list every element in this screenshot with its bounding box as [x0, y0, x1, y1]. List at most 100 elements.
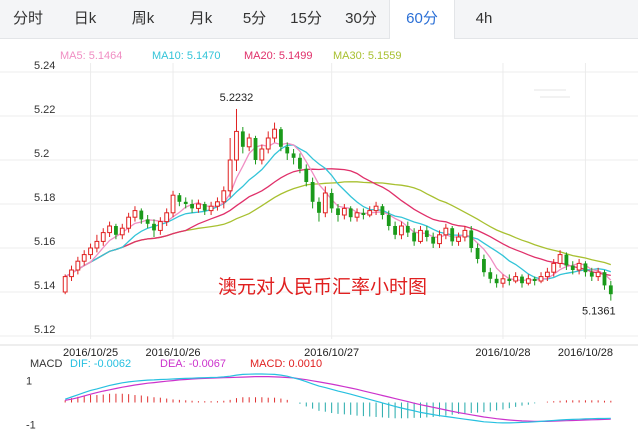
grid: [0, 63, 638, 339]
dea-line: [65, 376, 611, 422]
candle-body: [532, 278, 537, 281]
candle-body: [132, 210, 138, 218]
candle-body: [152, 223, 156, 231]
candle-body: [589, 272, 594, 277]
chart-overlay-title: 澳元对人民币汇率小时图: [218, 276, 427, 298]
candlesticks: [62, 108, 613, 301]
candle-body: [557, 254, 563, 264]
candle-body: [298, 157, 302, 169]
candle-body: [443, 227, 449, 236]
candle-body: [145, 219, 150, 224]
candle-body: [494, 278, 499, 284]
tab-3[interactable]: 月k: [189, 10, 213, 27]
candle-body: [412, 232, 417, 242]
candle-body: [196, 203, 201, 209]
candle-body: [317, 201, 321, 213]
tab-1[interactable]: 日k: [73, 10, 97, 27]
x-tick-label: 2016/10/25: [63, 347, 118, 359]
candle-body: [69, 269, 74, 278]
candle-body: [253, 138, 258, 160]
candle-body: [595, 271, 601, 278]
candle-body: [291, 153, 296, 158]
candle-body: [202, 204, 207, 211]
candle-body: [564, 254, 569, 266]
candle-body: [336, 208, 340, 215]
candle-body: [183, 201, 188, 204]
candle-body: [576, 262, 582, 271]
candle-body: [482, 259, 486, 273]
candle-body: [208, 205, 214, 212]
candle-body: [81, 254, 87, 262]
candle-body: [507, 278, 512, 281]
candle-body: [583, 263, 588, 273]
candle-body: [354, 212, 360, 218]
candle-body: [525, 278, 531, 284]
candle-body: [265, 137, 271, 150]
candle-body: [367, 210, 373, 216]
axes: 5.24 5.22 5.2 5.18 5.16 5.14 5.12 2016/10/25 201…: [0, 60, 638, 359]
y-tick-label: 5.24: [34, 60, 55, 72]
candle-body: [520, 276, 524, 284]
tab-5[interactable]: 15分: [290, 10, 322, 27]
tab-0[interactable]: 分时: [12, 10, 43, 27]
candle-body: [164, 212, 170, 223]
candle-body: [373, 205, 379, 212]
legend-ma30: MA30: 5.1559: [333, 50, 402, 62]
tab-2[interactable]: 周k: [131, 10, 155, 27]
y-tick-label: 5.12: [34, 324, 55, 336]
candle-body: [322, 192, 328, 214]
watermark-lines: [534, 89, 570, 98]
candle-body: [157, 221, 163, 231]
candle-body: [119, 227, 125, 236]
period-tab-bar: 分时 日k 周k 月k 5分 15分 30分 60分 4h: [0, 0, 638, 39]
candle-body: [475, 248, 480, 259]
y-tick-label: 5.16: [34, 236, 55, 248]
candle-body: [304, 168, 309, 182]
candle-body: [285, 146, 290, 154]
candle-body: [469, 230, 474, 248]
legend-ma20: MA20: 5.1499: [244, 50, 313, 62]
candle-body: [488, 272, 493, 279]
candle-body: [380, 206, 385, 215]
candle-body: [246, 137, 252, 148]
candle-body: [94, 240, 100, 249]
tab-7[interactable]: 60分: [389, 0, 455, 39]
low-price-label: 5.1361: [582, 306, 616, 318]
candle-body: [221, 190, 227, 203]
y-tick-label: 5.22: [34, 104, 55, 116]
candle-body: [551, 262, 557, 273]
candle-body: [100, 232, 106, 242]
candle-body: [62, 276, 68, 293]
macd-tick-label: 1: [26, 376, 32, 388]
candle-body: [538, 276, 544, 282]
candle-body: [329, 193, 334, 209]
dif-line: [65, 373, 611, 424]
candle-body: [75, 260, 81, 271]
candle-body: [278, 129, 283, 147]
candle-body: [386, 215, 391, 226]
candle-body: [348, 208, 353, 218]
candle-body: [177, 195, 182, 202]
x-tick-label: 2016/10/27: [304, 347, 359, 359]
tab-6[interactable]: 30分: [345, 10, 377, 27]
candle-body: [341, 207, 347, 216]
macd-label: MACD: [30, 358, 62, 370]
candle-body: [114, 226, 118, 235]
candle-body: [126, 216, 132, 229]
candle-body: [513, 276, 519, 282]
candle-body: [602, 272, 607, 286]
high-price-label: 5.2232: [220, 92, 254, 104]
candle-body: [462, 229, 468, 238]
candle-body: [190, 204, 194, 209]
x-tick-label: 2016/10/26: [146, 347, 201, 359]
candle-body: [456, 236, 461, 242]
candle-body: [608, 285, 613, 295]
tab-8[interactable]: 4h: [475, 10, 493, 27]
tab-4[interactable]: 5分: [242, 10, 267, 27]
candle-body: [215, 201, 220, 207]
macd-tick-label: -1: [26, 419, 36, 431]
candle-body: [107, 225, 112, 234]
legend-ma10: MA10: 5.1470: [152, 50, 221, 62]
candle-body: [431, 237, 436, 244]
y-tick-label: 5.18: [34, 192, 55, 204]
